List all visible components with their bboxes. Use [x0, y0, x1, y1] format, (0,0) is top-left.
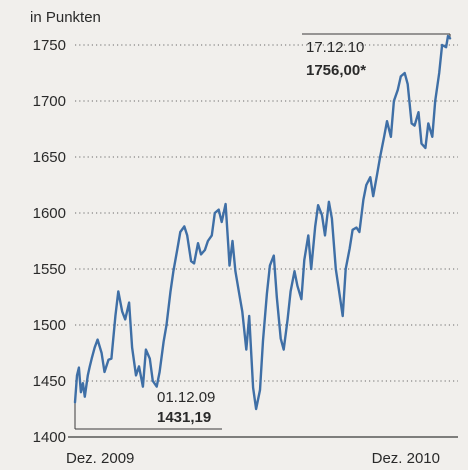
y-tick-label: 1450: [33, 373, 66, 390]
annotation-high-value: 1756,00*: [306, 62, 366, 79]
x-tick-label: Dez. 2010: [372, 450, 440, 467]
y-axis-ticks: 1400 1450 1500 1550 1600 1650 1700 1750: [33, 37, 66, 446]
y-tick-label: 1500: [33, 317, 66, 334]
y-axis-unit-label: in Punkten: [30, 9, 101, 26]
series-line: [73, 34, 452, 411]
x-tick-label: Dez. 2009: [66, 450, 134, 467]
y-tick-label: 1600: [33, 205, 66, 222]
grid: [68, 44, 458, 438]
x-axis-ticks: Dez. 2009 Dez. 2010: [66, 450, 440, 467]
series-layer: [73, 34, 452, 411]
annotation-lines: [74, 33, 451, 430]
annotation-low-date: 01.12.09: [157, 389, 215, 406]
annotation-low-value: 1431,19: [157, 409, 211, 426]
y-tick-label: 1750: [33, 37, 66, 54]
annotation-high-date: 17.12.10: [306, 39, 364, 56]
y-tick-label: 1550: [33, 261, 66, 278]
y-tick-label: 1700: [33, 93, 66, 110]
y-tick-label: 1400: [33, 429, 66, 446]
y-tick-label: 1650: [33, 149, 66, 166]
